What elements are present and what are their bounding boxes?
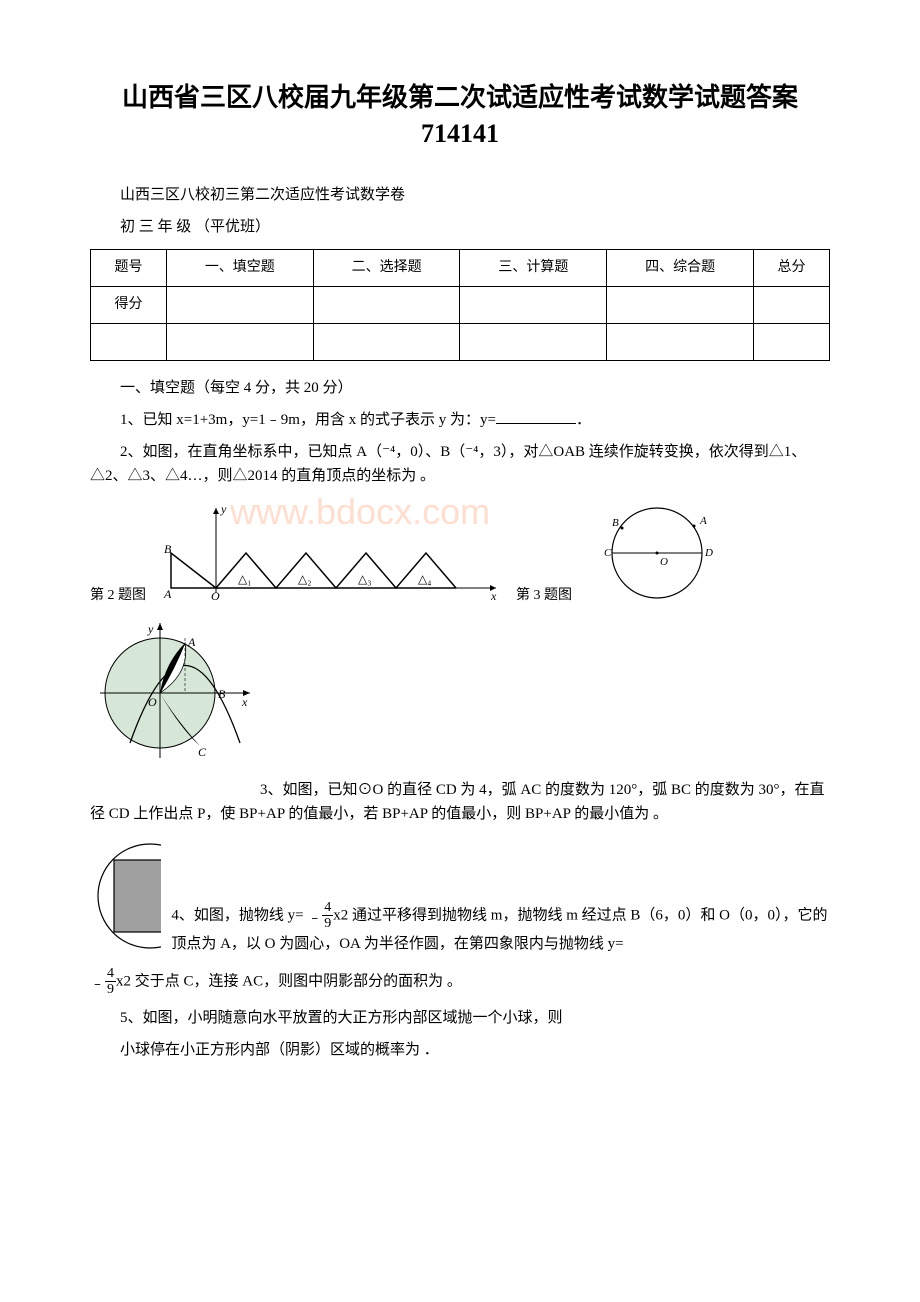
table-cell: 四、综合题 — [607, 249, 754, 286]
question-2: 2、如图，在直角坐标系中，已知点 A（⁻⁴，0）、B（⁻⁴，3），对△OAB 连… — [90, 440, 830, 488]
document-title: 山西省三区八校届九年级第二次试适应性考试数学试题答案 714141 — [90, 80, 830, 153]
axis-label-x: x — [241, 695, 248, 709]
question-3: 3、如图，已知⊙O 的直径 CD 为 4，弧 AC 的度数为 120°，弧 BC… — [90, 778, 830, 826]
axis-label-x: x — [490, 589, 497, 603]
axis-label-y: y — [220, 502, 227, 516]
table-cell — [460, 286, 607, 323]
section-heading: 一、填空题（每空 4 分，共 20 分） — [90, 376, 830, 400]
figure-4-svg: y x O A B C — [90, 618, 260, 768]
point-label-c: C — [604, 547, 612, 559]
triangle-label: △₄ — [418, 572, 431, 586]
triangle-label: △₂ — [298, 572, 311, 586]
table-cell — [607, 323, 754, 360]
figure-3-label: 第 3 题图 — [516, 585, 572, 607]
triangle-label: △₁ — [238, 572, 251, 586]
table-cell: 总分 — [754, 249, 830, 286]
blank-line — [496, 423, 576, 424]
table-cell — [754, 323, 830, 360]
fraction-den: 9 — [105, 982, 116, 997]
axis-label-y: y — [147, 622, 154, 636]
figure-5-svg — [90, 836, 161, 956]
question-1: 1、已知 x=1+3m，y=1﹣9m，用含 x 的式子表示 y 为：y= ． — [90, 408, 830, 432]
table-cell — [166, 323, 313, 360]
q1-tail: ． — [576, 412, 591, 428]
table-cell: 得分 — [91, 286, 167, 323]
table-row — [91, 323, 830, 360]
point-label-o: O — [211, 589, 220, 603]
table-cell: 二、选择题 — [313, 249, 460, 286]
fraction-num: 4 — [105, 966, 116, 982]
table-cell — [754, 286, 830, 323]
fraction-num: 4 — [322, 900, 333, 916]
table-cell — [460, 323, 607, 360]
figure-2-label: 第 2 题图 — [90, 585, 146, 607]
fraction: 49 — [322, 900, 333, 932]
q1-text: 1、已知 x=1+3m，y=1﹣9m，用含 x 的式子表示 y 为：y= — [120, 412, 496, 428]
question-5b: 小球停在小正方形内部（阴影）区域的概率为 ． — [90, 1038, 830, 1062]
q3-text: 3、如图，已知⊙O 的直径 CD 为 4，弧 AC 的度数为 120°，弧 BC… — [90, 782, 825, 822]
score-table: 题号 一、填空题 二、选择题 三、计算题 四、综合题 总分 得分 — [90, 249, 830, 361]
table-cell: 三、计算题 — [460, 249, 607, 286]
subtitle-line-2: 初 三 年 级 （平优班） — [90, 215, 830, 239]
fraction-den: 9 — [322, 916, 333, 931]
table-cell — [313, 286, 460, 323]
point-label-d: D — [704, 547, 713, 559]
point-label-b: B — [218, 687, 226, 701]
subtitle-line-1: 山西三区八校初三第二次适应性考试数学卷 — [90, 183, 830, 207]
point-label-a: A — [187, 635, 196, 649]
question-4-part1: 4、如图，抛物线 y= ﹣49x2 通过平移得到抛物线 m，抛物线 m 经过点 … — [171, 900, 830, 956]
point-label-a: A — [163, 587, 172, 601]
question-5a: 5、如图，小明随意向水平放置的大正方形内部区域抛一个小球，则 — [90, 1006, 830, 1030]
table-cell — [607, 286, 754, 323]
figure-2-svg: y x B A O △₁ △₂ △₃ △₄ — [156, 498, 506, 608]
fraction: 49 — [105, 966, 116, 998]
point-label-b: B — [164, 542, 172, 556]
table-cell — [313, 323, 460, 360]
table-cell: 一、填空题 — [166, 249, 313, 286]
table-cell: 题号 — [91, 249, 167, 286]
question-4-part2: ﹣49x2 交于点 C，连接 AC，则图中阴影部分的面积为 。 — [90, 966, 830, 998]
table-row: 题号 一、填空题 二、选择题 三、计算题 四、综合题 总分 — [91, 249, 830, 286]
point-label-c: C — [198, 745, 207, 759]
point-label-o: O — [660, 556, 668, 568]
table-cell — [91, 323, 167, 360]
point-label-a: A — [699, 515, 707, 527]
table-row: 得分 — [91, 286, 830, 323]
q4-pre: 4、如图，抛物线 y= — [171, 907, 303, 923]
q4-post: x2 交于点 C，连接 AC，则图中阴影部分的面积为 。 — [116, 973, 462, 989]
table-cell — [166, 286, 313, 323]
figure-3-svg: A B C D O — [582, 498, 732, 608]
point-label-b: B — [612, 517, 619, 529]
triangle-label: △₃ — [358, 572, 371, 586]
